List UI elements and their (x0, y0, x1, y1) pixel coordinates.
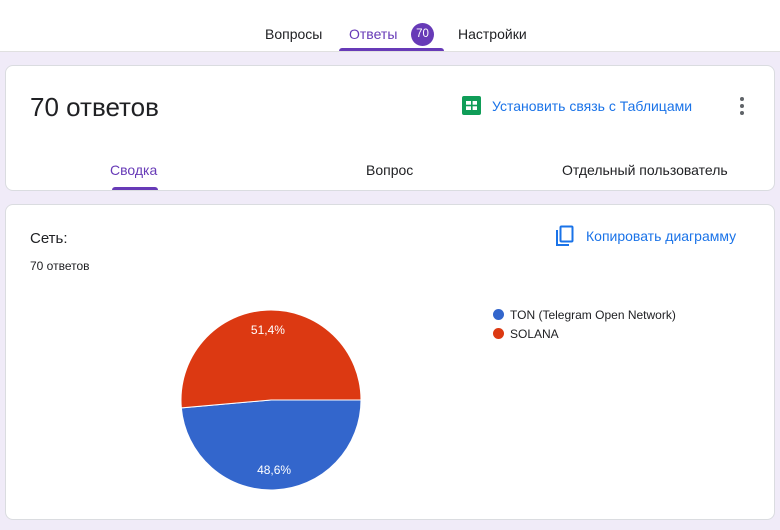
legend-item-solana: SOLANA (493, 324, 676, 343)
pie-chart: 48,6% 51,4% (180, 309, 362, 491)
copy-icon (556, 225, 574, 246)
copy-chart-label: Копировать диаграмму (586, 228, 737, 244)
subtab-active-indicator (112, 187, 158, 190)
copy-chart-button[interactable]: Копировать диаграмму (555, 225, 736, 247)
legend-swatch-solana (493, 328, 504, 339)
pie-label-solana: 51,4% (251, 323, 285, 337)
subtab-individual[interactable]: Отдельный пользователь (562, 162, 728, 178)
pie-label-ton: 48,6% (257, 463, 291, 477)
sheets-icon (462, 96, 481, 115)
subtab-question[interactable]: Вопрос (366, 162, 414, 178)
tab-questions[interactable]: Вопросы (265, 26, 323, 42)
legend-item-ton: TON (Telegram Open Network) (493, 305, 676, 324)
link-sheets-label: Установить связь с Таблицами (492, 97, 693, 114)
link-sheets-button[interactable]: Установить связь с Таблицами (462, 96, 692, 115)
legend-label-solana: SOLANA (510, 326, 559, 341)
question-summary-card: Сеть: 70 ответов Копировать диаграмму 48… (5, 204, 775, 520)
responses-title: 70 ответов (30, 92, 159, 122)
more-vert-icon[interactable] (737, 96, 747, 116)
pie-slice-ton (180, 399, 362, 491)
question-title: Сеть: (30, 230, 68, 247)
top-nav: Вопросы Ответы 70 Настройки (0, 0, 780, 52)
legend-swatch-ton (493, 309, 504, 320)
chart-legend: TON (Telegram Open Network) SOLANA (493, 305, 676, 343)
legend-label-ton: TON (Telegram Open Network) (510, 307, 676, 322)
subtab-summary[interactable]: Сводка (110, 162, 158, 178)
pie-slice-solana (180, 309, 362, 409)
responses-summary-card: 70 ответов Установить связь с Таблицами … (5, 65, 775, 191)
tab-responses[interactable]: Ответы (349, 26, 398, 42)
responses-count-badge: 70 (411, 23, 434, 46)
question-response-count: 70 ответов (30, 259, 90, 273)
active-tab-indicator (339, 48, 444, 51)
tab-settings[interactable]: Настройки (458, 26, 527, 42)
